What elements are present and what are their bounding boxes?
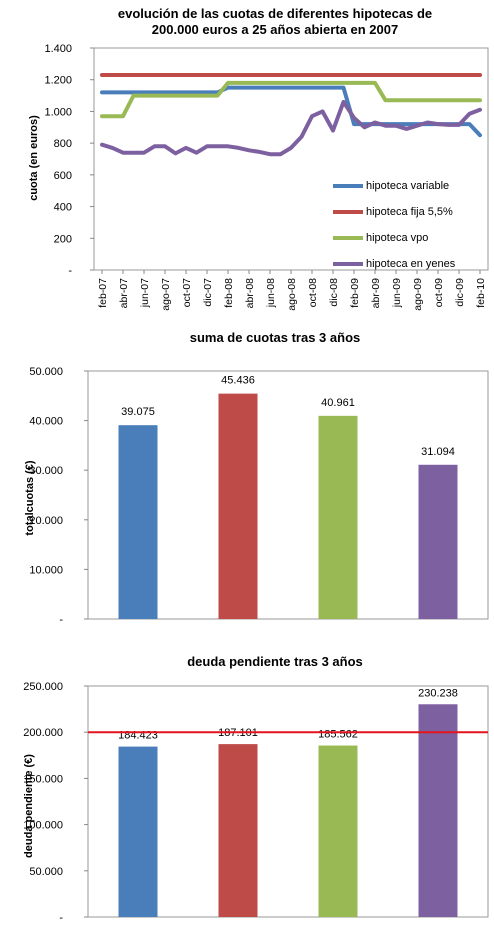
- y-tick-label: 800: [54, 138, 72, 150]
- legend: hipoteca variable hipoteca fija 5,5% hip…: [333, 173, 455, 277]
- series-line-2: [100, 80, 482, 119]
- x-tick-label: ago-07: [160, 278, 172, 311]
- bar-2: [318, 415, 358, 619]
- y-tick-label: 400: [54, 202, 72, 214]
- x-tick-label: jun-07: [139, 278, 151, 308]
- line-chart-plot: - 200 400 600 800 1.000 1.200 1.400 feb-07 abr-07…: [44, 43, 489, 311]
- chart-title: evolución de las cuotas de diferentes hi…: [60, 6, 490, 38]
- bar-chart-plot: -50.000100.000150.000200.000250.000184.4…: [23, 681, 489, 924]
- data-label-2: 40.961: [321, 397, 355, 409]
- data-label-0: 39.075: [121, 406, 155, 418]
- x-tick-label: feb-07: [97, 278, 109, 308]
- y-tick-label: 50.000: [29, 866, 63, 878]
- data-label-3: 230.238: [418, 687, 458, 699]
- x-tick-label: ago-08: [286, 278, 298, 311]
- x-tick-label: feb-08: [223, 278, 235, 308]
- bar-0: [118, 425, 158, 619]
- x-tick-label: oct-09: [433, 278, 445, 307]
- y-axis-label: deuda pendiente (€): [23, 754, 35, 858]
- bar-1: [218, 744, 258, 917]
- x-tick-label: oct-07: [181, 278, 193, 307]
- y-tick-label: 250.000: [23, 681, 63, 693]
- bar-2: [318, 745, 358, 917]
- legend-item-fija: hipoteca fija 5,5%: [333, 199, 455, 225]
- y-tick-label: 100.000: [23, 820, 63, 832]
- legend-label: hipoteca en yenes: [366, 258, 456, 270]
- y-tick-label: 200: [54, 233, 72, 245]
- legend-item-yenes: hipoteca en yenes: [333, 251, 455, 277]
- legend-label: hipoteca variable: [366, 180, 450, 192]
- data-label-1: 45.436: [221, 375, 255, 387]
- bar-chart-suma-cuotas: suma de cuotas tras 3 años - 10.000 20.000…: [0, 320, 494, 626]
- y-tick-label: -: [59, 912, 63, 924]
- x-tick-label: jun-09: [391, 278, 403, 308]
- bar-3: [418, 704, 458, 917]
- x-tick-label: feb-10: [475, 278, 487, 308]
- bar-chart-plot: - 10.000 20.000 30.000 40.000 50.000 39.075 45.…: [29, 366, 489, 626]
- y-tick-label: -: [68, 265, 72, 277]
- x-tick-label: dic-07: [202, 278, 214, 307]
- legend-label: hipoteca fija 5,5%: [366, 206, 453, 218]
- legend-label: hipoteca vpo: [366, 232, 429, 244]
- y-tick-label: 200.000: [23, 727, 63, 739]
- y-tick-label: 600: [54, 170, 72, 182]
- y-tick-label: 30.000: [29, 465, 63, 477]
- y-tick-label: 1.200: [44, 75, 72, 87]
- x-tick-label: abr-07: [118, 278, 130, 309]
- bar-chart-deuda-pendiente: deuda pendiente tras 3 años - 50.000 100.0…: [0, 640, 494, 938]
- legend-swatch: [333, 210, 363, 214]
- chart-title: suma de cuotas tras 3 años: [189, 330, 361, 345]
- legend-swatch: [333, 262, 363, 266]
- bar-3: [418, 464, 458, 619]
- x-tick-label: oct-08: [307, 278, 319, 307]
- bar-1: [218, 393, 258, 619]
- x-tick-label: abr-08: [244, 278, 256, 309]
- y-tick-label: 10.000: [29, 564, 63, 576]
- x-tick-label: feb-09: [349, 278, 361, 308]
- chart-title-line-1: evolución de las cuotas de diferentes hi…: [117, 6, 433, 21]
- y-tick-label: 50.000: [29, 366, 63, 378]
- chart-title-line-2: 200.000 euros a 25 años abierta en 2007: [151, 22, 399, 37]
- y-tick-label: 40.000: [29, 416, 63, 428]
- y-tick-label: -: [59, 614, 63, 626]
- plot-area: [87, 685, 489, 918]
- data-label-2: 185.562: [318, 729, 358, 741]
- x-tick-label: dic-08: [328, 278, 340, 307]
- y-tick-label: 150.000: [23, 773, 63, 785]
- x-tick-label: jun-08: [265, 278, 277, 308]
- data-label-3: 31.094: [421, 446, 455, 458]
- line-chart-cuotas: evolución de las cuotas de diferentes hi…: [0, 0, 494, 320]
- legend-item-variable: hipoteca variable: [333, 173, 455, 199]
- y-tick-label: 20.000: [29, 515, 63, 527]
- bar-0: [118, 746, 158, 917]
- y-axis-label: totalcuotas (€): [24, 460, 36, 536]
- chart-title: deuda pendiente tras 3 años: [187, 654, 363, 669]
- series-line-3: [100, 99, 482, 157]
- x-tick-label: dic-09: [454, 278, 466, 307]
- x-tick-label: ago-09: [412, 278, 424, 311]
- y-tick-label: 1.000: [44, 106, 72, 118]
- plot-area: [87, 370, 489, 620]
- legend-swatch: [333, 236, 363, 240]
- x-tick-label: abr-09: [370, 278, 382, 309]
- legend-item-vpo: hipoteca vpo: [333, 225, 455, 251]
- legend-swatch: [333, 184, 363, 188]
- y-tick-label: 1.400: [44, 43, 72, 55]
